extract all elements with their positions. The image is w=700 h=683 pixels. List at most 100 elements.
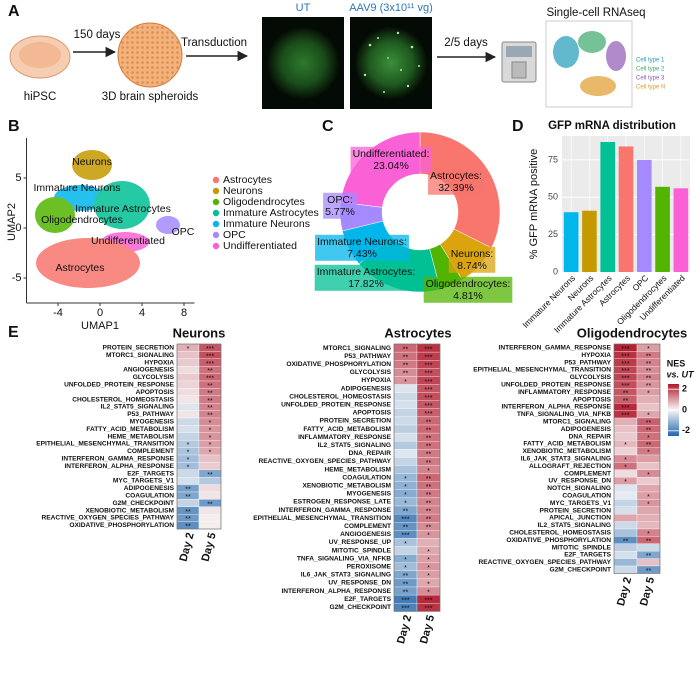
- y-tick-label: 5: [15, 172, 21, 184]
- slice-value: 4.81%: [453, 290, 483, 302]
- row-label: HYPOXIA: [361, 377, 391, 384]
- row-label: XENOBIOTIC_METABOLISM: [522, 448, 611, 455]
- shape: [387, 57, 389, 59]
- row-label: HYPOXIA: [581, 352, 611, 359]
- significance: **: [623, 398, 629, 405]
- significance: **: [207, 390, 213, 397]
- significance: **: [207, 472, 213, 479]
- slice-label-box: [423, 276, 513, 303]
- significance: **: [646, 361, 652, 368]
- row-label: ADIPOGENESIS: [124, 485, 175, 492]
- significance: **: [403, 354, 409, 361]
- column-label: Day 2: [615, 576, 634, 607]
- chart-title: GFP mRNA distribution: [548, 120, 676, 132]
- heatmap-cell: [198, 521, 222, 530]
- slice-value: 8.74%: [457, 260, 487, 272]
- x-axis-label: UMAP1: [81, 320, 119, 332]
- significance: *: [624, 442, 627, 449]
- significance: ***: [621, 361, 629, 368]
- heatmap-cell: [613, 491, 638, 500]
- row-label: APICAL_JUNCTION: [549, 515, 611, 522]
- step-label: Transduction: [181, 37, 247, 49]
- legend-label: OPC: [223, 229, 246, 241]
- significance: ***: [424, 606, 432, 613]
- significance: *: [209, 435, 212, 442]
- row-label: IL2_STAT5_SIGNALING: [318, 442, 391, 449]
- significance: *: [404, 476, 407, 483]
- slice-value: 5.77%: [325, 206, 355, 218]
- heatmap-cell: [613, 417, 638, 426]
- panel-label: A: [8, 3, 20, 20]
- heatmap-cell: [613, 543, 638, 552]
- significance: **: [646, 420, 652, 427]
- significance: ***: [621, 383, 629, 390]
- heatmap-cell: [613, 447, 638, 456]
- legend-label: Astrocytes: [223, 174, 272, 186]
- heatmap-cell: [198, 477, 222, 485]
- slice-label-box: [448, 246, 496, 273]
- significance: **: [185, 487, 191, 494]
- row-label: EPITHELIAL_MESENCHYMAL_TRANSITION: [36, 441, 174, 448]
- row-label: INTERFERON_GAMMA_RESPONSE: [62, 455, 175, 462]
- shape: [368, 43, 372, 47]
- row-label: APOPTOSIS: [136, 389, 175, 396]
- significance: ***: [424, 597, 432, 604]
- heatmap-cell: [613, 551, 638, 559]
- heatmap-cell: [393, 392, 418, 401]
- significance: **: [403, 363, 409, 370]
- significance: *: [624, 464, 627, 471]
- significance: *: [647, 390, 650, 397]
- gfp-spots: [363, 31, 420, 93]
- row-label: IL2_STAT5_SIGNALING: [101, 404, 174, 411]
- slice-value: 7.43%: [347, 248, 377, 260]
- significance: **: [207, 501, 213, 508]
- row-label: UV_RESPONSE_DN: [548, 478, 611, 485]
- row-label: CHOLESTEROL_HOMEOSTASIS: [509, 529, 611, 536]
- significance: **: [185, 524, 191, 531]
- significance: **: [426, 508, 432, 515]
- slice-name: Neurons:: [451, 248, 494, 260]
- heatmap-cell: [613, 514, 638, 522]
- significance: ***: [424, 395, 432, 402]
- heatmap-cell: [613, 469, 638, 478]
- significance: *: [187, 464, 190, 471]
- slice-value: 23.04%: [373, 160, 409, 172]
- legend-marker: [212, 231, 220, 239]
- row-label: HEME_METABOLISM: [324, 466, 391, 473]
- significance: ***: [424, 354, 432, 361]
- significance: **: [207, 368, 213, 375]
- row-label: TNFA_SIGNALING_VIA_NFKB: [297, 555, 391, 562]
- heatmap-cell: [636, 454, 661, 463]
- tsne-cluster: [606, 41, 626, 71]
- significance: ***: [424, 363, 432, 370]
- significance: ***: [424, 346, 432, 353]
- y-tick-label: 0: [15, 222, 21, 234]
- y-tick-label: 25: [548, 229, 558, 239]
- tsne-legend: Cell type N: [636, 85, 665, 91]
- heatmap-cell: [393, 400, 418, 409]
- significance: *: [404, 379, 407, 386]
- significance: ***: [206, 346, 214, 353]
- legend-marker: [212, 220, 220, 228]
- row-label: OXIDATIVE_PHOSPHORYLATION: [506, 537, 611, 544]
- cluster-label: Undifferentiated: [91, 235, 165, 247]
- row-label: COAGULATION: [125, 492, 174, 499]
- significance: **: [646, 442, 652, 449]
- bar: [618, 146, 634, 272]
- shape: [418, 65, 420, 67]
- row-label: ANGIOGENESIS: [340, 531, 392, 538]
- row-label: FATTY_ACID_METABOLISM: [523, 441, 611, 448]
- row-label: ESTROGEN_RESPONSE_LATE: [293, 499, 391, 506]
- tsne-legend: Cell type 1: [636, 58, 665, 64]
- y-axis-label: UMAP2: [6, 203, 18, 241]
- row-label: ADIPOGENESIS: [341, 385, 392, 392]
- significance: ***: [401, 516, 409, 523]
- significance: **: [646, 538, 652, 545]
- row-label: G2M_CHECKPOINT: [549, 566, 611, 573]
- x-tick-label: 0: [97, 307, 103, 319]
- x-tick-label: 4: [139, 307, 145, 319]
- significance: *: [427, 557, 430, 564]
- y-tick-label: 75: [548, 154, 558, 164]
- slice-name: Immature Astrocytes:: [317, 266, 416, 278]
